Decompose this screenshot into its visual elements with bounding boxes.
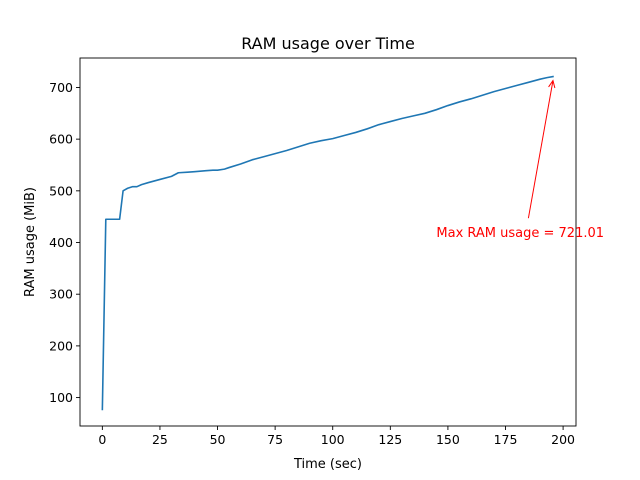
annotation-arrow-head: [548, 79, 556, 89]
y-tick-label: 700: [49, 80, 73, 95]
annotation-text: Max RAM usage = 721.01: [436, 226, 604, 241]
x-axis-label: Time (sec): [293, 457, 362, 472]
y-axis-label: RAM usage (MiB): [23, 187, 38, 297]
axes: 0 25 50 75 100 125 150 175 200 100 200 300 400 500 600…: [49, 57, 577, 447]
x-tick-label: 100: [321, 432, 345, 447]
series-line-0: [101, 75, 554, 411]
axes-frame: [79, 57, 577, 427]
y-tick-label: 600: [49, 132, 73, 147]
y-tick-label: 300: [49, 287, 73, 302]
annotation-arrow-shaft: [527, 80, 554, 219]
plot-area: [101, 75, 554, 411]
x-tick-label: 175: [494, 432, 518, 447]
y-tick-label: 500: [49, 183, 73, 198]
y-tick-label: 100: [49, 390, 73, 405]
chart-title: RAM usage over Time: [241, 34, 415, 53]
x-tick-label: 125: [378, 432, 402, 447]
x-tick-label: 75: [267, 432, 283, 447]
x-tick-label: 50: [210, 432, 226, 447]
y-tick-label: 200: [49, 338, 73, 353]
x-tick-label: 200: [551, 432, 575, 447]
annotation: Max RAM usage = 721.01: [436, 79, 604, 241]
x-tick-label: 25: [152, 432, 168, 447]
x-tick-label: 150: [436, 432, 460, 447]
x-tick-label: 0: [98, 432, 106, 447]
y-tick-label: 400: [49, 235, 73, 250]
